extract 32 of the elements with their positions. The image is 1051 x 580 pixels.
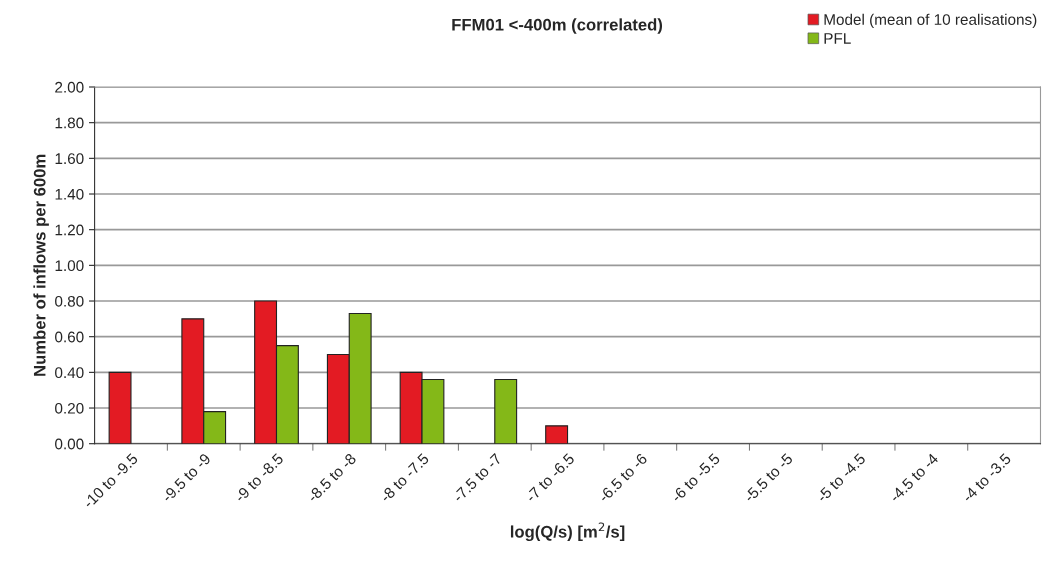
- bar: [545, 425, 569, 444]
- bar: [494, 378, 518, 444]
- x-tick-label: -5.5 to -5: [743, 452, 794, 503]
- y-tick-label: 0.20: [55, 402, 84, 414]
- legend-label: PFL: [824, 33, 851, 44]
- y-tick-label: 1.40: [55, 188, 84, 200]
- x-tick-label: -4 to -3.5: [961, 452, 1012, 503]
- bar: [108, 371, 132, 444]
- y-tick-label: 0.00: [55, 438, 84, 450]
- y-tick-label: 1.00: [55, 260, 84, 272]
- y-tick-label: 1.20: [55, 224, 84, 236]
- x-tick-label: -9 to -8.5: [234, 452, 284, 503]
- y-tick-label: 2.00: [55, 81, 84, 93]
- legend-label: Model (mean of 10 realisations): [824, 13, 1037, 28]
- y-tick-label: 1.60: [55, 153, 84, 165]
- x-tick-label: -8 to -7.5: [379, 452, 430, 503]
- x-tick-label: -8.5 to -8: [306, 452, 357, 503]
- y-tick-label: 0.60: [55, 331, 84, 343]
- x-tick-label: -6 to -5.5: [670, 452, 721, 503]
- x-tick-label: -7 to -6.5: [525, 452, 576, 503]
- x-tick-label: -6.5 to -6: [597, 452, 648, 503]
- y-tick-label: 1.80: [55, 117, 84, 129]
- chart-title: FFM01 <-400m (correlated): [452, 18, 663, 34]
- x-axis-title: log(Q/s) [m$^{2}$/s]: [510, 522, 625, 542]
- x-tick-label: -4.5 to -4: [888, 452, 939, 503]
- y-tick-label: 0.80: [55, 295, 84, 307]
- x-tick-label: -7.5 to -7: [452, 452, 503, 503]
- x-tick-label: -10 to -9.5: [82, 452, 139, 509]
- y-tick-label: 0.40: [55, 367, 84, 379]
- x-tick-label: -5 to -4.5: [816, 452, 867, 503]
- x-tick-label: -9.5 to -9: [161, 452, 212, 503]
- y-axis-title: Number of inflows per 600m: [33, 154, 49, 376]
